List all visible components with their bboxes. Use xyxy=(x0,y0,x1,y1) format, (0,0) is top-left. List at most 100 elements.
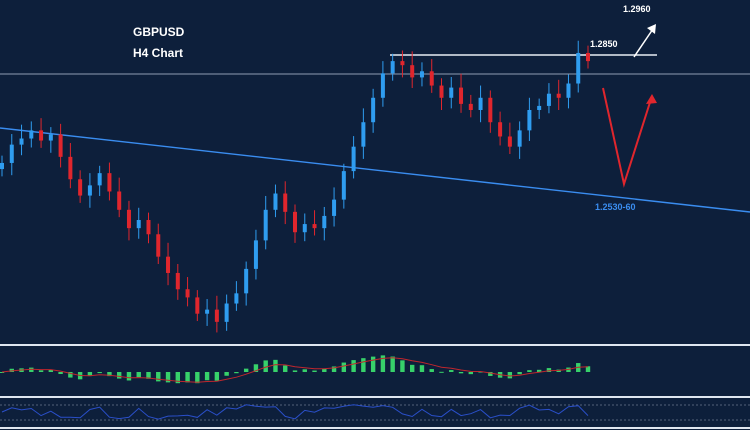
macd-bar xyxy=(380,355,386,372)
macd-bar xyxy=(126,372,132,381)
macd-bar xyxy=(370,356,376,372)
candle-body xyxy=(97,173,102,186)
candle-body xyxy=(283,193,288,212)
candle-body xyxy=(273,193,278,210)
macd-bar xyxy=(478,371,483,373)
candle-body xyxy=(244,268,249,294)
macd-histogram-group xyxy=(0,355,591,384)
candle-body xyxy=(566,83,571,98)
macd-signal-line xyxy=(1,357,589,383)
candle-body xyxy=(341,171,346,200)
macd-bar xyxy=(390,356,395,372)
macd-bar xyxy=(429,369,434,372)
macd-bar xyxy=(68,372,73,378)
macd-bar xyxy=(273,359,278,372)
candle-body xyxy=(195,297,200,314)
candle-body xyxy=(126,209,131,229)
macd-bar xyxy=(410,364,415,372)
macd-bar xyxy=(488,372,493,376)
macd-bar xyxy=(585,366,591,372)
macd-bar xyxy=(351,360,356,372)
candle-body xyxy=(517,130,522,147)
macd-bar xyxy=(527,370,532,372)
macd-bar xyxy=(458,372,464,374)
macd-bar xyxy=(361,358,366,372)
candle-body xyxy=(234,293,239,304)
candle-body xyxy=(214,309,219,322)
candle-body xyxy=(48,134,53,141)
candle-body xyxy=(361,122,366,147)
macd-bar xyxy=(146,372,151,379)
macd-bar xyxy=(439,371,444,373)
macd-bar xyxy=(58,372,63,375)
descending-trendline xyxy=(0,127,750,213)
candle-body xyxy=(586,52,590,62)
macd-bar xyxy=(507,372,513,379)
candle-body xyxy=(410,65,415,78)
candle-body xyxy=(185,289,190,298)
macd-bar xyxy=(165,372,171,383)
macd-bar xyxy=(546,368,552,372)
candle-body xyxy=(419,71,424,78)
candle-body xyxy=(488,97,493,123)
macd-bar xyxy=(38,370,44,372)
candle-body xyxy=(429,71,434,86)
candle-body xyxy=(29,130,34,139)
candle-body xyxy=(371,97,376,123)
candle-body xyxy=(205,309,210,314)
candle-body xyxy=(332,199,337,216)
rsi-line xyxy=(1,404,589,420)
candle-body xyxy=(449,87,454,98)
candle-body xyxy=(224,303,229,322)
candle-body xyxy=(58,134,63,157)
candle-body xyxy=(556,93,561,98)
candle-body xyxy=(312,224,317,229)
macd-bar xyxy=(283,365,288,372)
macd-bar xyxy=(400,360,405,372)
projection-path xyxy=(602,87,653,188)
macd-bar xyxy=(214,372,220,381)
candle-body xyxy=(19,138,24,145)
macd-bar xyxy=(419,365,425,372)
candle-body xyxy=(39,130,44,141)
support-label: 1.2530-60 xyxy=(595,202,636,212)
chart-timeframe-label: H4 Chart xyxy=(133,46,183,60)
candle-body xyxy=(117,191,122,210)
candle-body xyxy=(527,110,532,131)
candle-body xyxy=(87,185,92,196)
candle-body xyxy=(576,52,581,84)
macd-bar xyxy=(117,372,122,379)
candle-body xyxy=(293,211,297,233)
candle-body xyxy=(478,97,483,110)
candle-body xyxy=(537,105,542,110)
candle-body xyxy=(439,85,444,98)
macd-bar xyxy=(9,368,14,372)
candle-body xyxy=(498,122,503,137)
resistance-label: 1.2850 xyxy=(590,39,618,49)
macd-bar xyxy=(243,368,249,372)
macd-bar xyxy=(204,372,210,381)
macd-bar xyxy=(341,362,347,372)
candle-body xyxy=(400,61,405,66)
macd-bar xyxy=(224,372,229,376)
candle-body xyxy=(68,156,73,180)
macd-bar xyxy=(29,367,34,372)
macd-bar xyxy=(263,360,268,372)
macd-bar xyxy=(234,372,239,374)
macd-bar xyxy=(312,370,317,372)
macd-bar xyxy=(97,372,102,374)
candle-body xyxy=(351,146,356,172)
macd-bar xyxy=(87,372,93,377)
candle-body xyxy=(136,220,141,229)
macd-bar xyxy=(292,370,298,372)
macd-bar xyxy=(517,372,522,375)
macd-bar xyxy=(302,369,307,372)
macd-bar xyxy=(185,372,190,383)
candle-body xyxy=(459,87,464,104)
target-label: 1.2960 xyxy=(623,4,651,14)
upside-arrow-head xyxy=(647,24,656,34)
macd-bar xyxy=(175,372,180,384)
macd-bar xyxy=(322,368,327,372)
candle-body xyxy=(253,240,258,269)
